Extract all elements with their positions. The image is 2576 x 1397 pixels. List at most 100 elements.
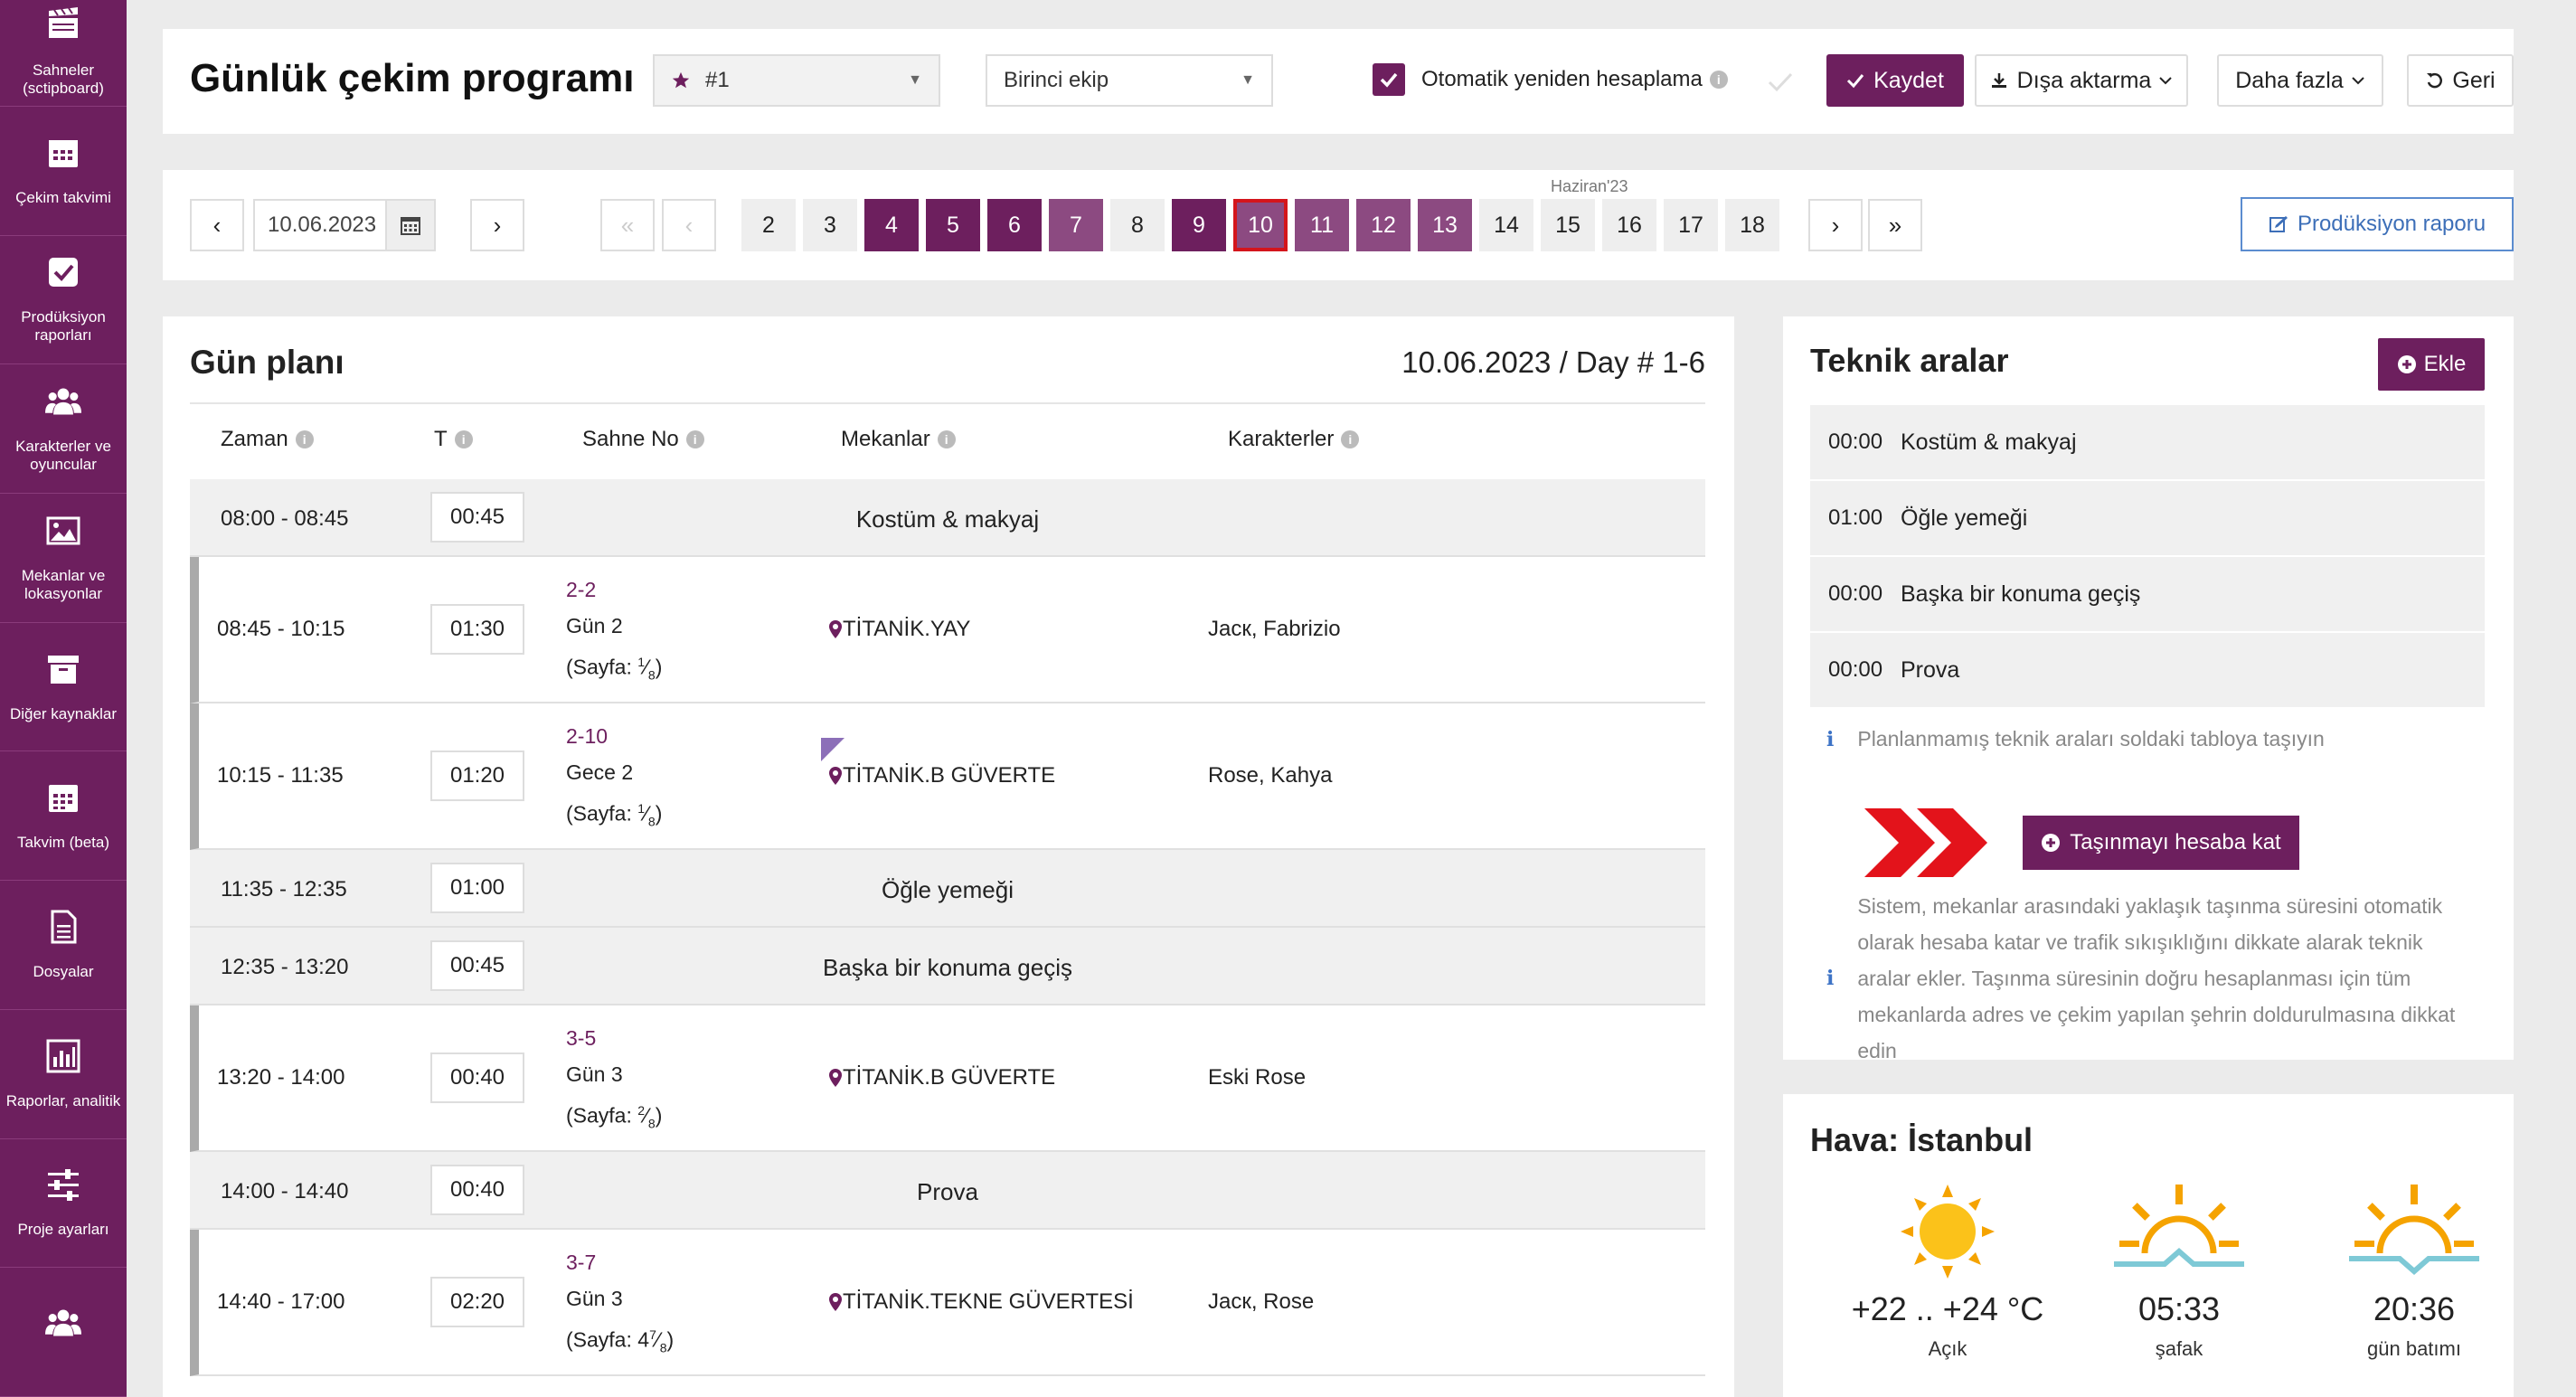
- scene-number[interactable]: 3-5: [566, 1026, 597, 1050]
- chevron-down-icon: [2352, 77, 2364, 85]
- day-button[interactable]: 15: [1541, 199, 1595, 251]
- column-header-label: Sahne No: [582, 427, 679, 451]
- row-duration-input[interactable]: 02:20: [430, 1277, 524, 1327]
- back-button-label: Geri: [2452, 67, 2496, 93]
- schedule-select[interactable]: #1 ▼: [653, 54, 940, 107]
- row-time: 08:45 - 10:15: [217, 617, 345, 641]
- sidebar-item-locations[interactable]: Mekanlar ve lokasyonlar: [0, 494, 127, 623]
- sidebar-item-shooting-calendar[interactable]: Çekim takvimi: [0, 107, 127, 236]
- row-duration-input[interactable]: 00:40: [430, 1165, 524, 1215]
- table-row-break[interactable]: 08:00 - 08:45 00:45 Kostüm & makyaj: [190, 479, 1705, 557]
- column-header-scene[interactable]: Sahne No i: [582, 427, 704, 452]
- column-header-characters[interactable]: Karakterler i: [1228, 427, 1360, 452]
- day-button[interactable]: 7: [1049, 199, 1103, 251]
- users-icon: [45, 1305, 81, 1341]
- day-button[interactable]: 11: [1295, 199, 1349, 251]
- plus-circle-icon: [2042, 834, 2061, 852]
- row-duration-input[interactable]: 00:45: [430, 492, 524, 543]
- prev-page-button[interactable]: ‹: [662, 199, 716, 251]
- table-row-break[interactable]: 14:00 - 14:40 00:40 Prova: [190, 1152, 1705, 1230]
- day-button[interactable]: 18: [1725, 199, 1779, 251]
- day-button-selected[interactable]: 10: [1233, 199, 1288, 251]
- back-button[interactable]: Geri: [2407, 54, 2514, 107]
- sunset-label: gün batımı: [2367, 1337, 2461, 1360]
- day-button[interactable]: 14: [1479, 199, 1533, 251]
- table-row-scene[interactable]: 10:15 - 11:35 01:20 2-10 Gece 2 (Sayfa: …: [190, 703, 1705, 850]
- auto-recalc-checkbox[interactable]: [1373, 63, 1405, 96]
- table-row-scene[interactable]: 13:20 - 14:00 00:40 3-5 Gün 3 (Sayfa: 2⁄…: [190, 1005, 1705, 1152]
- day-button[interactable]: 8: [1110, 199, 1165, 251]
- column-header-time[interactable]: Zaman i: [221, 427, 314, 452]
- table-row-break[interactable]: 11:35 - 12:35 01:00 Öğle yemeği: [190, 850, 1705, 928]
- next-date-button[interactable]: ›: [470, 199, 524, 251]
- day-button[interactable]: 12: [1356, 199, 1411, 251]
- export-button[interactable]: Dışa aktarma: [1975, 54, 2188, 107]
- production-report-button[interactable]: Prodüksiyon raporu: [2241, 197, 2514, 251]
- page-fraction-den: 8: [647, 667, 656, 683]
- save-button[interactable]: Kaydet: [1826, 54, 1964, 107]
- info-icon: i: [1826, 967, 1835, 990]
- scene-day: Gün 2: [566, 614, 623, 637]
- next-page-button[interactable]: ›: [1808, 199, 1863, 251]
- add-tech-break-button[interactable]: Ekle: [2378, 338, 2485, 391]
- sidebar-item-label: Diğer kaynaklar: [9, 704, 118, 722]
- temperature-label: Açık: [1928, 1337, 1967, 1360]
- sidebar-item-calendar-beta[interactable]: Takvim (beta): [0, 751, 127, 882]
- characters: Jacк, Rose: [1208, 1289, 1315, 1314]
- table-row-break[interactable]: 12:35 - 13:20 00:45 Başka bir konuma geç…: [190, 928, 1705, 1005]
- sidebar-item-characters[interactable]: Karakterler ve oyuncular: [0, 364, 127, 495]
- tech-break-item[interactable]: 00:00 Prova: [1810, 633, 2485, 707]
- image-icon: [45, 513, 81, 549]
- table-row-scene[interactable]: 14:40 - 17:00 02:20 3-7 Gün 3 (Sayfa: 47…: [190, 1230, 1705, 1376]
- column-header-locations[interactable]: Mekanlar i: [841, 427, 956, 452]
- sidebar-item-production-reports[interactable]: Prodüksiyon raporları: [0, 236, 127, 365]
- map-pin-icon: [829, 1069, 842, 1087]
- last-page-button[interactable]: »: [1868, 199, 1922, 251]
- scene-day: Gece 2: [566, 760, 634, 784]
- divider: [190, 402, 1705, 404]
- date-input[interactable]: 10.06.2023: [253, 199, 436, 251]
- account-travel-button[interactable]: Taşınmayı hesaba kat: [2023, 816, 2299, 870]
- row-duration-input[interactable]: 01:20: [430, 750, 524, 801]
- table-row-scene[interactable]: 08:45 - 10:15 01:30 2-2 Gün 2 (Sayfa: 1⁄…: [190, 557, 1705, 703]
- tech-break-item[interactable]: 01:00 Öğle yemeği: [1810, 481, 2485, 555]
- day-button[interactable]: 5: [926, 199, 980, 251]
- scene-number[interactable]: 3-7: [566, 1251, 597, 1274]
- row-time: 10:15 - 11:35: [217, 763, 344, 788]
- sidebar-item-files[interactable]: Dosyalar: [0, 881, 127, 1010]
- day-button[interactable]: 9: [1172, 199, 1226, 251]
- sidebar-item-reports[interactable]: Raporlar, analitik: [0, 1010, 127, 1139]
- scene-number[interactable]: 2-2: [566, 578, 597, 601]
- tech-break-time: 00:00: [1828, 429, 1883, 454]
- day-button[interactable]: 4: [864, 199, 919, 251]
- day-button[interactable]: 6: [987, 199, 1042, 251]
- day-button[interactable]: 3: [803, 199, 857, 251]
- unit-select[interactable]: Birinci ekip ▼: [986, 54, 1273, 107]
- day-button[interactable]: 16: [1602, 199, 1656, 251]
- tech-break-item[interactable]: 00:00 Kostüm & makyaj: [1810, 405, 2485, 479]
- tech-break-item[interactable]: 00:00 Başka bir konuma geçiş: [1810, 557, 2485, 631]
- row-duration-input[interactable]: 00:40: [430, 1052, 524, 1103]
- location-name: TİTANİK.B GÜVERTE: [843, 1065, 1056, 1090]
- auto-recalc-toggle[interactable]: Otomatik yeniden hesaplama i: [1373, 63, 1728, 96]
- check-icon[interactable]: [1767, 71, 1794, 94]
- sidebar-item-project-settings[interactable]: Proje ayarları: [0, 1139, 127, 1269]
- caret-down-icon: ▼: [1241, 72, 1255, 88]
- day-button[interactable]: 2: [741, 199, 796, 251]
- scene-number[interactable]: 2-10: [566, 724, 609, 748]
- row-duration-input[interactable]: 01:00: [430, 863, 524, 913]
- prev-date-button[interactable]: ‹: [190, 199, 244, 251]
- sidebar-item-scenes[interactable]: Sahneler (sctipboard): [0, 0, 127, 107]
- account-travel-label: Taşınmayı hesaba kat: [2070, 830, 2281, 854]
- day-button[interactable]: 13: [1418, 199, 1472, 251]
- row-duration-input[interactable]: 00:45: [430, 940, 524, 991]
- first-page-button[interactable]: «: [600, 199, 655, 251]
- sidebar-item-other-resources[interactable]: Diğer kaynaklar: [0, 623, 127, 752]
- more-button[interactable]: Daha fazla: [2217, 54, 2383, 107]
- sidebar-item-label: Dosyalar: [33, 963, 94, 981]
- row-duration-input[interactable]: 01:30: [430, 604, 524, 655]
- day-button[interactable]: 17: [1664, 199, 1718, 251]
- calendar-icon[interactable]: [385, 201, 434, 250]
- sidebar-item-team[interactable]: [0, 1268, 127, 1397]
